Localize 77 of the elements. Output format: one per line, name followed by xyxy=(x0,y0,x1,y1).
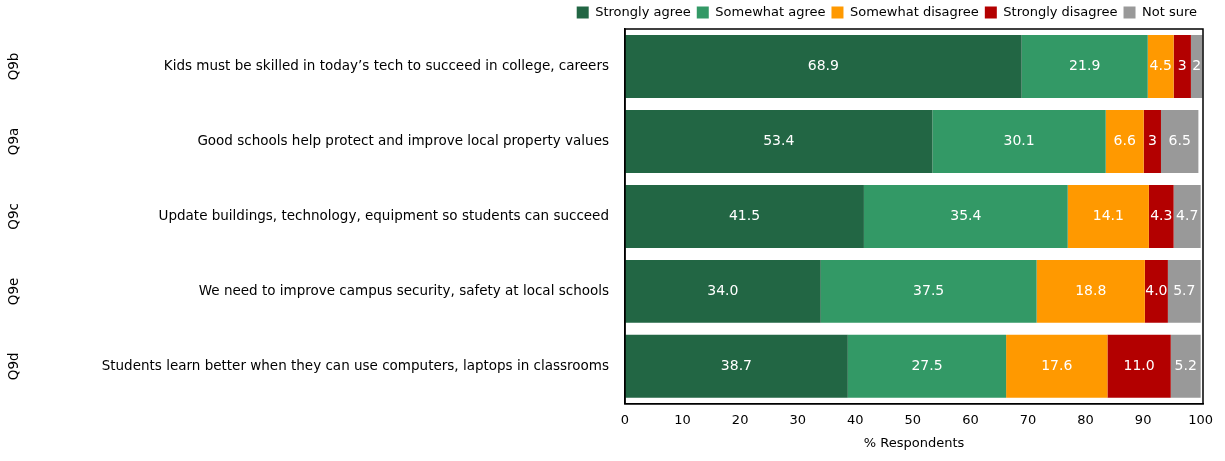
data-label: 5.7 xyxy=(1173,282,1196,298)
bar xyxy=(625,334,848,398)
data-label: 14.1 xyxy=(1092,207,1124,224)
bar xyxy=(1107,334,1171,398)
y-tick-label: Good schools help protect and improve local property values xyxy=(197,131,609,148)
y-tick-label: Kids must be skilled in today’s tech to succeed in college, careers xyxy=(163,56,609,73)
x-tick-label: 40 xyxy=(847,411,864,427)
data-label: 30.1 xyxy=(1003,132,1035,149)
data-label: 11.0 xyxy=(1123,356,1155,373)
x-tick-label: 50 xyxy=(904,411,922,427)
data-label: 2 xyxy=(1192,57,1202,74)
y-tick-label: Students learn better when they can use computers, laptops in classrooms xyxy=(101,356,609,373)
y-tick-label: We need to improve campus security, safety at local schools xyxy=(198,281,609,298)
bar xyxy=(1173,35,1191,98)
x-tick-label: 0 xyxy=(620,411,630,427)
bar xyxy=(1067,184,1149,248)
data-label: 18.8 xyxy=(1075,282,1107,298)
x-axis-title: % Respondents xyxy=(863,434,965,450)
text: Q9d xyxy=(4,352,21,381)
bar xyxy=(625,184,864,248)
bar xyxy=(1105,109,1144,173)
data-label: 35.4 xyxy=(950,207,982,224)
x-tick-label: 70 xyxy=(1019,411,1037,427)
data-label: 37.5 xyxy=(913,282,945,298)
x-tick-label: 20 xyxy=(731,411,749,427)
x-tick-label: 60 xyxy=(962,411,979,427)
data-label: 21.9 xyxy=(1069,57,1101,74)
bar xyxy=(1036,259,1145,323)
x-tick-label: 30 xyxy=(789,411,806,427)
bar xyxy=(1170,334,1201,398)
data-label: 38.7 xyxy=(720,356,752,373)
data-label: 4.3 xyxy=(1150,207,1173,224)
legend-label: Strongly agree xyxy=(595,3,691,19)
bar xyxy=(1021,35,1148,98)
x-tick-label: 10 xyxy=(674,411,691,427)
legend-label: Somewhat agree xyxy=(715,3,826,19)
bar xyxy=(1190,35,1203,98)
x-tick-label: 80 xyxy=(1077,411,1094,427)
bar xyxy=(625,35,1022,98)
data-label: 4.0 xyxy=(1145,282,1168,298)
bar xyxy=(820,259,1037,323)
y-tick-label: Update buildings, technology, equipment so students can succeed xyxy=(158,206,609,223)
text: Q9e xyxy=(4,277,21,306)
data-label: 53.4 xyxy=(763,132,795,149)
data-label: 5.2 xyxy=(1174,356,1197,373)
legend-label: Somewhat disagree xyxy=(849,3,979,19)
data-label: 3 xyxy=(1177,57,1187,74)
bar xyxy=(1167,259,1201,323)
bar xyxy=(1144,259,1168,323)
data-label: 17.6 xyxy=(1041,356,1073,373)
data-label: 4.7 xyxy=(1176,207,1199,224)
data-label: 6.6 xyxy=(1113,132,1136,149)
bar xyxy=(932,109,1106,173)
legend-label: Not sure xyxy=(1142,3,1198,19)
bar xyxy=(1160,109,1199,173)
bar xyxy=(1147,35,1174,98)
text: Q9b xyxy=(4,52,21,81)
bar xyxy=(1143,109,1161,173)
text: Q9c xyxy=(4,203,21,230)
data-label: 27.5 xyxy=(911,356,943,373)
data-label: 6.5 xyxy=(1168,132,1191,149)
data-label: 34.0 xyxy=(707,282,739,298)
data-label: 41.5 xyxy=(728,207,761,224)
bar xyxy=(1173,184,1201,248)
bar xyxy=(1006,334,1108,398)
bar xyxy=(863,184,1068,248)
data-label: 3 xyxy=(1147,132,1157,149)
bar xyxy=(625,259,821,323)
x-tick-label: 90 xyxy=(1134,411,1152,427)
bar xyxy=(625,109,933,173)
bar xyxy=(847,334,1007,398)
data-label: 4.5 xyxy=(1149,57,1172,74)
text: Q9a xyxy=(4,127,21,156)
data-label: 68.9 xyxy=(807,57,839,74)
legend-label: Strongly disagree xyxy=(1003,3,1118,19)
x-tick-label: 100 xyxy=(1188,411,1214,427)
bar xyxy=(1148,184,1174,248)
